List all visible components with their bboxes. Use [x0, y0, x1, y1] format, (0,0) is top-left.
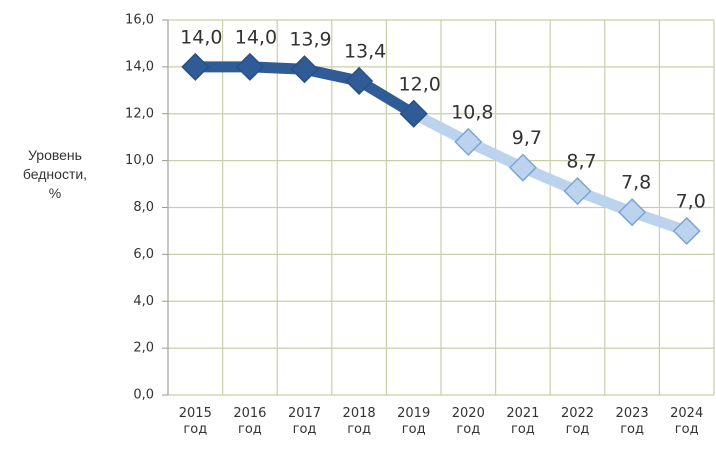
marker [399, 99, 428, 128]
data-label: 13,4 [344, 40, 386, 62]
x-tick-label: 2020 год [451, 406, 485, 437]
data-label: 9,7 [512, 127, 542, 149]
x-tick-label: 2016 год [233, 406, 267, 437]
data-label: 7,0 [676, 190, 706, 212]
data-label: 13,9 [289, 29, 331, 51]
data-label: 10,8 [451, 101, 493, 123]
x-tick-label: 2024 год [670, 406, 704, 437]
y-tick-label: 8,0 [133, 200, 154, 215]
x-tick-label: 2023 год [615, 406, 649, 437]
marker [563, 177, 592, 206]
y-tick-label: 14,0 [125, 59, 154, 74]
data-label: 8,7 [566, 151, 596, 173]
x-tick-label: 2015 год [178, 406, 212, 437]
marker [454, 127, 483, 156]
marker [508, 153, 537, 182]
y-tick-label: 16,0 [125, 13, 154, 28]
x-tick-label: 2019 год [397, 406, 431, 437]
x-tick-label: 2022 год [560, 406, 595, 437]
marker [235, 52, 264, 81]
y-tick-label: 2,0 [133, 341, 154, 356]
y-axis-label: Уровень бедности, % [22, 147, 88, 201]
x-tick-label: 2021 год [506, 406, 540, 437]
x-tick-label: 2018 год [342, 406, 376, 437]
y-tick-label: 10,0 [125, 153, 154, 168]
data-label: 7,8 [621, 172, 651, 194]
marker [618, 198, 647, 227]
y-tick-label: 12,0 [125, 106, 154, 121]
data-label: 14,0 [180, 26, 222, 48]
marker [345, 66, 374, 95]
marker [290, 55, 319, 84]
y-tick-label: 6,0 [133, 247, 154, 262]
y-tick-label: 4,0 [133, 294, 154, 309]
y-tick-label: 0,0 [133, 388, 154, 403]
data-label: 14,0 [235, 26, 277, 48]
marker [672, 216, 701, 245]
x-tick-label: 2017 год [287, 406, 322, 437]
data-label: 12,0 [399, 73, 441, 95]
marker [181, 52, 210, 81]
